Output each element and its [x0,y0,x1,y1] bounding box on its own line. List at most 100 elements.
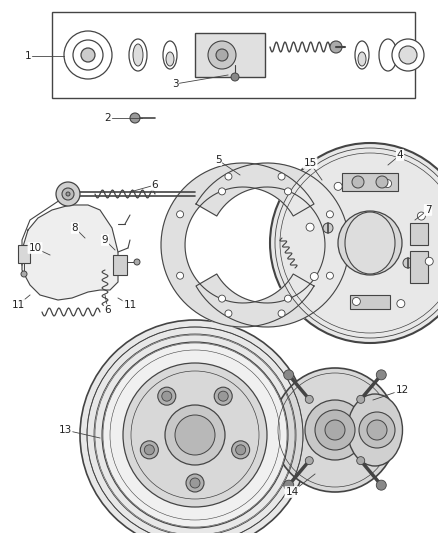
Ellipse shape [133,44,143,66]
Circle shape [56,182,80,206]
Circle shape [278,173,285,180]
Circle shape [376,370,386,380]
Bar [342,173,398,191]
Circle shape [352,297,360,305]
Circle shape [359,412,395,448]
Circle shape [392,39,424,71]
Text: 7: 7 [425,205,431,215]
Circle shape [102,342,288,528]
Text: 1: 1 [25,51,31,61]
Circle shape [81,48,95,62]
Circle shape [376,176,388,188]
Circle shape [315,410,355,450]
Circle shape [208,41,236,69]
Circle shape [214,387,232,405]
Text: 15: 15 [304,158,317,168]
Circle shape [357,457,365,465]
Polygon shape [196,163,349,327]
Text: 8: 8 [72,223,78,233]
Ellipse shape [129,39,147,71]
Circle shape [216,49,228,61]
Circle shape [284,370,294,380]
Circle shape [186,474,204,492]
Circle shape [305,457,313,465]
Circle shape [273,368,397,492]
Circle shape [352,176,364,188]
Circle shape [177,211,184,218]
Circle shape [367,420,387,440]
Circle shape [80,320,310,533]
Text: 5: 5 [215,155,221,165]
Circle shape [21,271,27,277]
Circle shape [330,41,342,53]
Circle shape [305,395,313,403]
Circle shape [219,295,226,302]
Ellipse shape [355,41,369,69]
Bar [350,295,390,309]
Text: 6: 6 [152,180,158,190]
Circle shape [306,223,314,231]
Circle shape [231,73,239,81]
Bar [113,255,127,275]
Circle shape [326,272,333,279]
Circle shape [175,415,215,455]
Circle shape [384,180,392,188]
Text: 11: 11 [11,300,25,310]
Circle shape [218,391,228,401]
Ellipse shape [358,52,366,66]
Circle shape [284,480,294,490]
Bar [195,33,265,77]
Circle shape [399,46,417,64]
Circle shape [338,211,402,275]
Text: 10: 10 [28,243,42,253]
Circle shape [64,31,112,79]
Text: 9: 9 [102,235,108,245]
Circle shape [285,188,292,195]
Circle shape [62,188,74,200]
Circle shape [232,441,250,459]
Text: 11: 11 [124,300,137,310]
Circle shape [357,395,365,403]
Circle shape [280,153,438,333]
Text: 12: 12 [396,385,409,395]
Polygon shape [22,205,118,300]
Ellipse shape [166,52,174,66]
Circle shape [326,211,333,218]
Text: 4: 4 [397,150,403,160]
Circle shape [66,192,70,196]
Ellipse shape [379,39,397,71]
Circle shape [403,258,413,268]
Text: 2: 2 [105,113,111,123]
Bar [52,12,415,98]
Circle shape [225,310,232,317]
Circle shape [417,212,425,220]
Circle shape [219,188,226,195]
Circle shape [425,257,433,265]
Circle shape [270,143,438,343]
Ellipse shape [163,41,177,69]
Circle shape [334,182,342,190]
Circle shape [190,478,200,488]
Bar [18,245,30,263]
Circle shape [225,173,232,180]
Circle shape [158,387,176,405]
Circle shape [236,445,246,455]
Polygon shape [161,163,314,327]
Circle shape [397,300,405,308]
Text: 14: 14 [286,487,299,497]
Circle shape [130,113,140,123]
Circle shape [310,272,318,280]
Circle shape [325,420,345,440]
Circle shape [305,400,365,460]
Circle shape [275,148,438,338]
Circle shape [177,272,184,279]
Bar [410,251,428,283]
Circle shape [73,40,103,70]
Ellipse shape [347,394,403,466]
Ellipse shape [345,212,395,274]
Circle shape [140,441,159,459]
Circle shape [145,445,154,455]
Circle shape [285,295,292,302]
Text: 13: 13 [58,425,72,435]
Text: 6: 6 [105,305,111,315]
